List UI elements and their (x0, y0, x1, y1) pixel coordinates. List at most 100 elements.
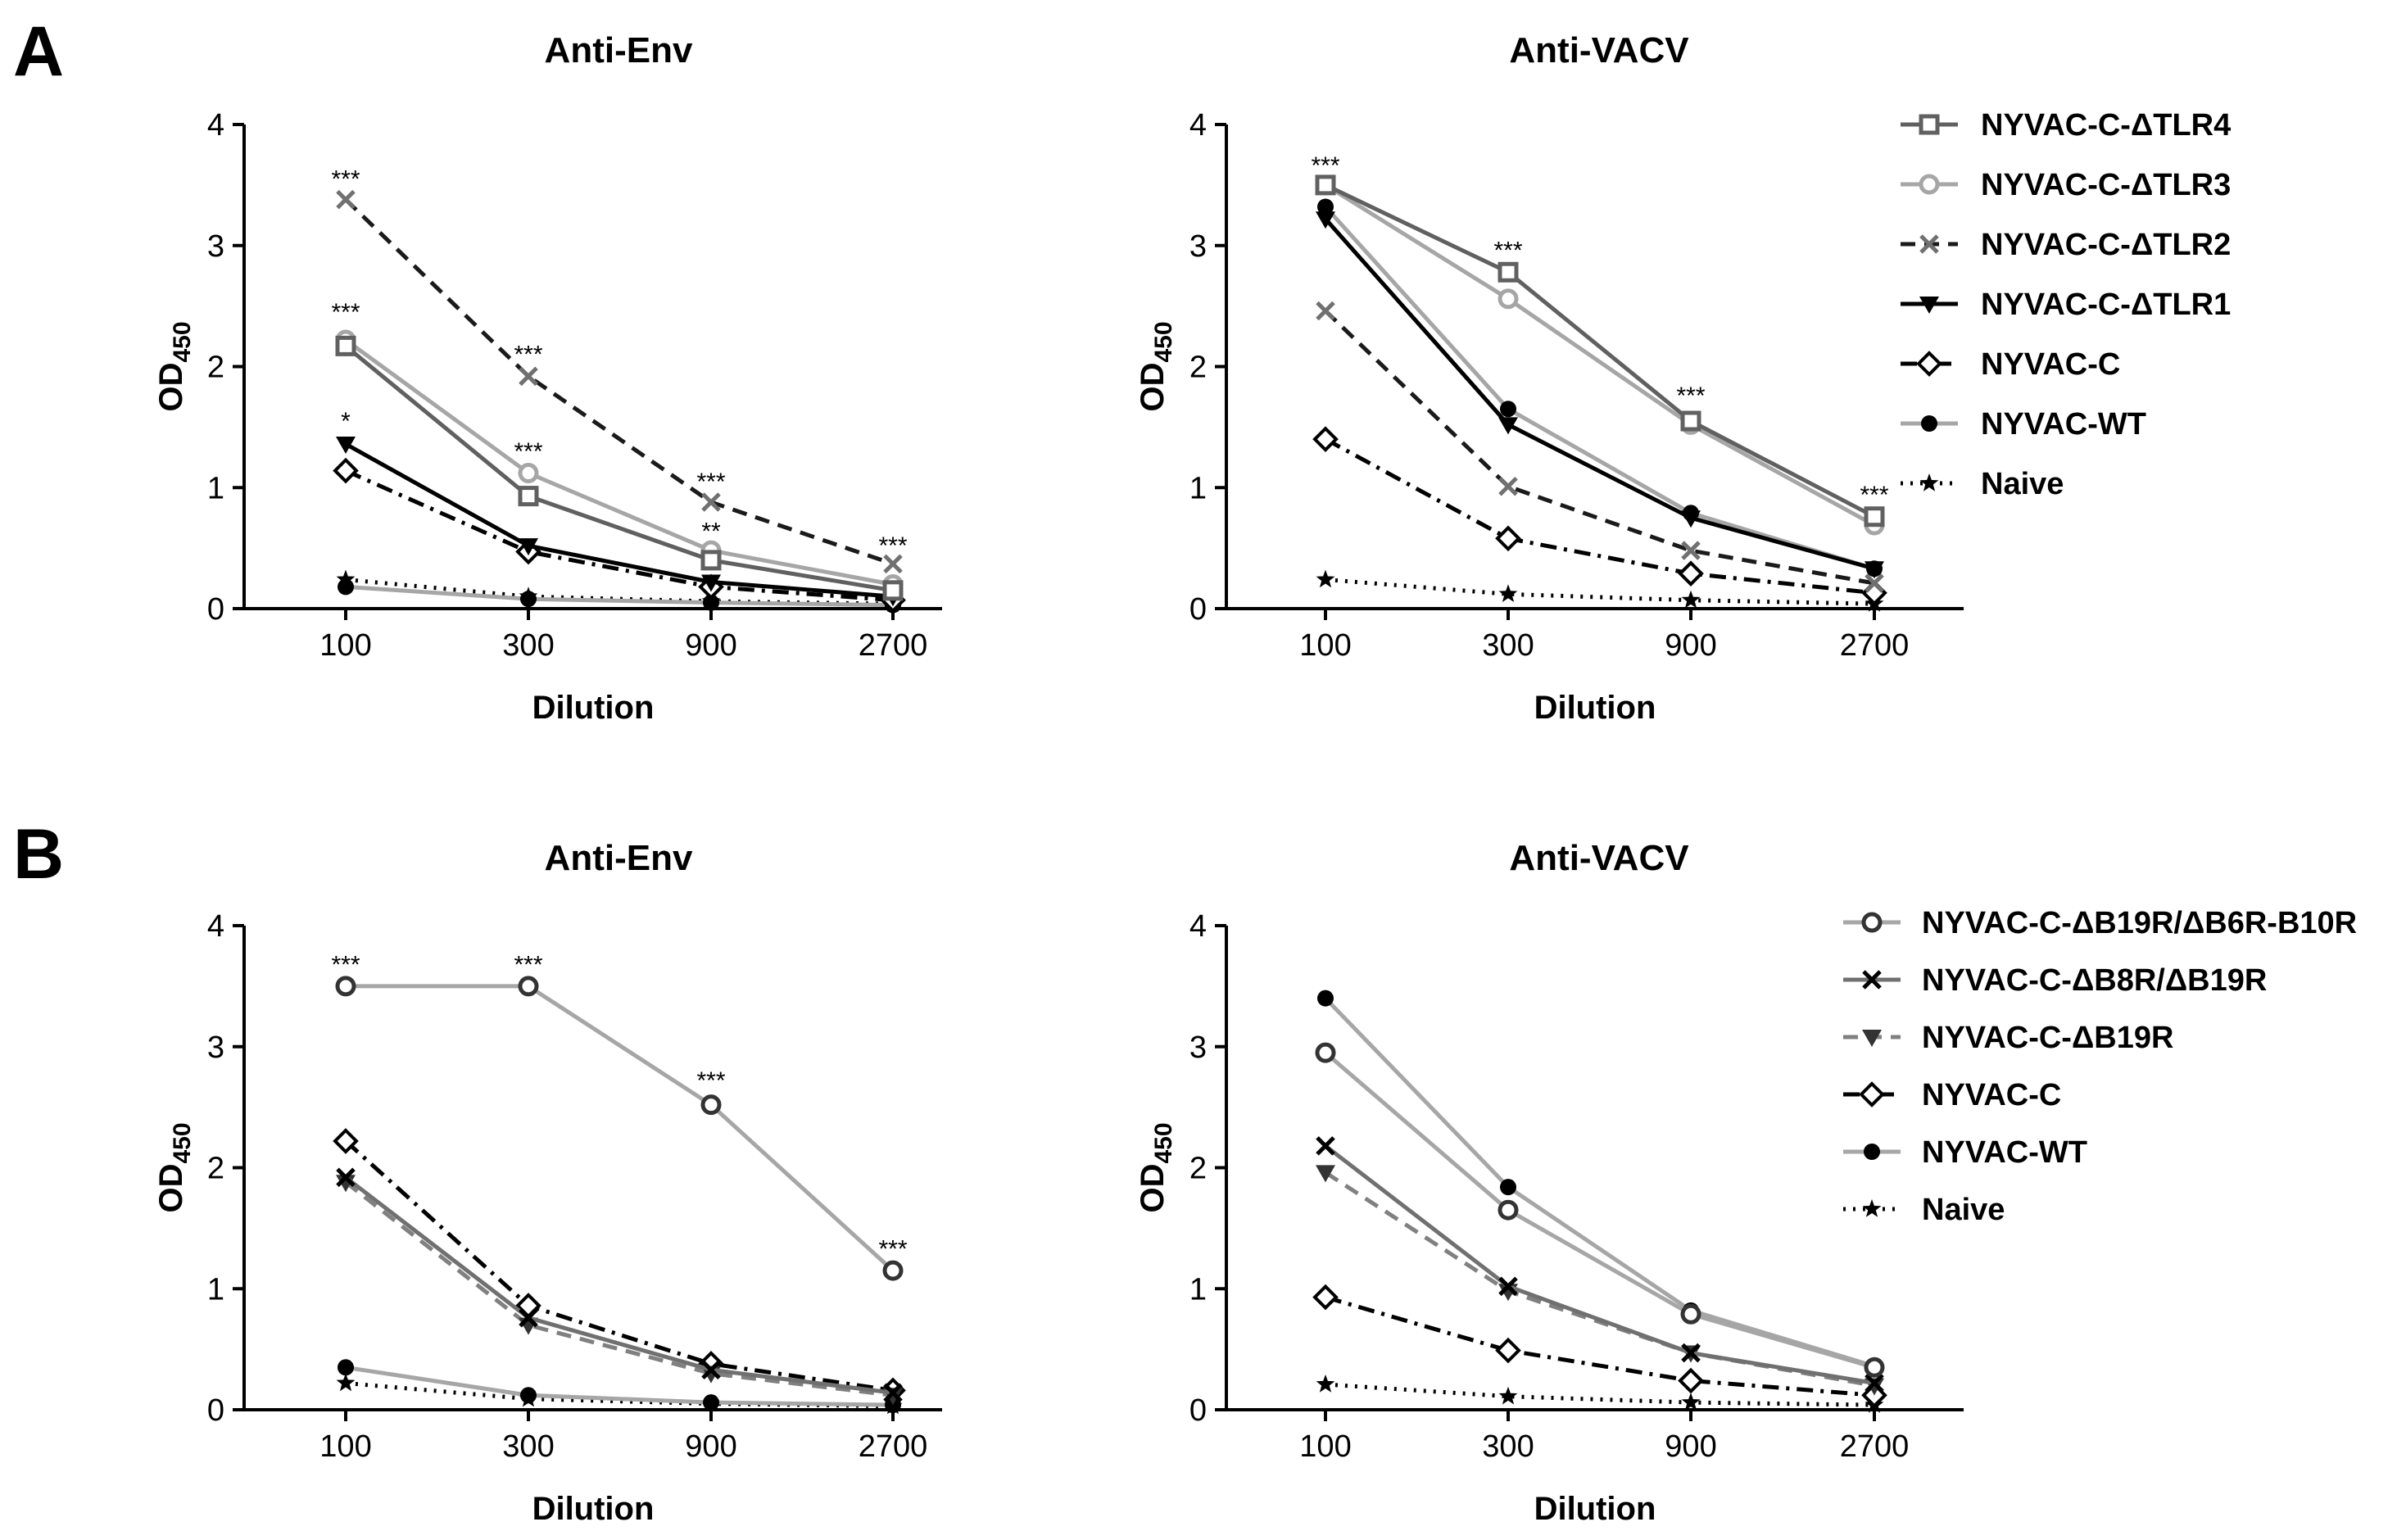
chart-b-anti-env: Anti-Env 0 1 2 3 4 100 300 900 2700 Dilution OD450 *… (153, 838, 942, 1527)
chart-a-anti-vacv: Anti-VACV 0 1 2 3 4 100 300 900 2700 Dilution OD450… (1135, 30, 1964, 726)
data-point (1317, 198, 1334, 215)
significance-label: *** (1860, 482, 1888, 509)
panel-letter-b: B (13, 815, 64, 894)
legend-marker (1862, 1030, 1882, 1047)
y-tick-label: 4 (207, 909, 224, 944)
significance-label: *** (1311, 152, 1339, 179)
x-tick-label: 900 (1665, 1429, 1716, 1464)
data-point (1865, 1373, 1884, 1393)
data-point (1316, 1136, 1335, 1156)
significance-label: *** (696, 1067, 725, 1094)
chart-a-anti-env: Anti-Env 0 1 2 3 4 100 300 900 2700 Dilution OD450 *… (153, 30, 942, 726)
x-tick-label: 900 (685, 628, 736, 663)
x-tick-label: 300 (1482, 1429, 1534, 1464)
series-nyvac-c-delta-tlr1 (336, 437, 903, 607)
data-point (700, 550, 722, 571)
data-point (333, 1128, 359, 1154)
data-point (335, 335, 356, 356)
legend-item-nyvac-c-delta-tlr2: NYVAC-C-ΔTLR2 (1901, 228, 2231, 262)
legend-item-nyvac-wt: NYVAC-WT (1901, 407, 2146, 442)
chart-title: Anti-VACV (1509, 838, 1689, 878)
legend-item-naive: Naive (1901, 467, 2064, 501)
legend-label: NYVAC-C-ΔB19R (1922, 1021, 2173, 1055)
data-point (1498, 1276, 1518, 1297)
y-tick-label: 0 (207, 592, 224, 627)
legend-label: NYVAC-WT (1981, 407, 2146, 442)
x-tick-label: 2700 (1840, 1429, 1910, 1464)
legend-panel-b: NYVAC-C-ΔB19R/ΔB6R-B10R NYVAC-C-ΔB8R/ΔB19… (1843, 906, 2357, 1227)
data-point (1681, 1343, 1701, 1363)
data-point (336, 569, 356, 588)
series-nyvac-c-delta-tlr2 (1316, 301, 1884, 593)
series-line (1325, 1382, 1875, 1407)
y-axis-title: OD450 (1135, 321, 1177, 411)
series-line (1324, 205, 1875, 571)
significance-label: *** (1676, 383, 1705, 410)
data-point (1865, 561, 1884, 579)
series-naive (1316, 1375, 1884, 1413)
legend-label: NYVAC-C-ΔTLR3 (1981, 168, 2231, 202)
x-tick-label: 300 (1482, 628, 1534, 663)
x-axis-title: Dilution (532, 690, 655, 726)
legend-label: NYVAC-C-ΔB8R/ΔB19R (1922, 963, 2267, 998)
data-point (701, 1360, 721, 1380)
data-point (336, 189, 356, 210)
series-line (1324, 996, 1875, 1369)
legend-label: Naive (1981, 467, 2064, 501)
x-tick-label: 900 (1665, 628, 1716, 663)
chart-b-anti-vacv: Anti-VACV 0 1 2 3 4 100 300 900 2700 Dilution OD450 (1135, 838, 1964, 1527)
data-point (338, 578, 354, 596)
legend-marker (1919, 114, 1940, 135)
legend-marker (1859, 1081, 1885, 1107)
y-tick-label: 1 (1189, 1272, 1207, 1307)
chart-title: Anti-VACV (1509, 30, 1689, 70)
data-point (1312, 1284, 1339, 1311)
data-point (1498, 261, 1519, 283)
data-point (703, 594, 719, 611)
y-tick-label: 3 (207, 1030, 224, 1065)
data-point (1681, 590, 1701, 609)
x-axis-title: Dilution (532, 1491, 655, 1527)
legend-item-naive: Naive (1843, 1193, 2005, 1227)
series-nyvac-c-delta-b19r (1316, 1165, 1884, 1396)
legend-item-nyvac-c-delta-b8r-delta-b19r: NYVAC-C-ΔB8R/ΔB19R (1843, 963, 2267, 998)
series-nyvac-c-delta-tlr4 (335, 335, 904, 601)
legend-item-nyvac-c-delta-b19r: NYVAC-C-ΔB19R (1843, 1021, 2173, 1055)
legend-label: Naive (1922, 1193, 2005, 1227)
y-tick-label: 4 (1189, 909, 1207, 944)
series-nyvac-c-delta-tlr2 (336, 189, 903, 574)
data-point (1498, 1386, 1518, 1405)
data-point (1678, 560, 1704, 587)
series-line (1325, 1295, 1875, 1397)
series-line (344, 197, 894, 566)
y-tick-label: 0 (1189, 592, 1207, 627)
series-line (1324, 309, 1875, 586)
data-point (1312, 426, 1339, 452)
data-point (1681, 510, 1701, 528)
significance-label: *** (878, 532, 907, 559)
data-point (518, 976, 539, 997)
significance-label: *** (331, 951, 360, 978)
significance-label: *** (514, 342, 542, 369)
significance-label: *** (514, 951, 542, 978)
series-nyvac-c-delta-tlr1 (1316, 211, 1884, 579)
series-line (1324, 1144, 1875, 1385)
series-line (344, 442, 894, 599)
legend-item-nyvac-c-delta-tlr1: NYVAC-C-ΔTLR1 (1901, 288, 2231, 322)
series-line (344, 337, 894, 587)
significance-label: *** (331, 299, 360, 326)
chart-title: Anti-Env (545, 838, 693, 878)
x-tick-label: 2700 (859, 1429, 928, 1464)
series-line (1324, 1051, 1875, 1370)
y-tick-label: 2 (1189, 351, 1207, 385)
x-tick-label: 100 (1299, 1429, 1351, 1464)
x-tick-label: 100 (319, 1429, 371, 1464)
y-tick-label: 1 (1189, 471, 1207, 505)
x-axis-title: Dilution (1534, 690, 1656, 726)
data-point (1498, 477, 1518, 496)
data-point (1498, 417, 1518, 435)
data-point (1315, 174, 1336, 196)
data-point (700, 1094, 722, 1116)
legend-label: NYVAC-C-ΔB19R/ΔB6R-B10R (1922, 906, 2357, 940)
data-point (518, 463, 539, 484)
